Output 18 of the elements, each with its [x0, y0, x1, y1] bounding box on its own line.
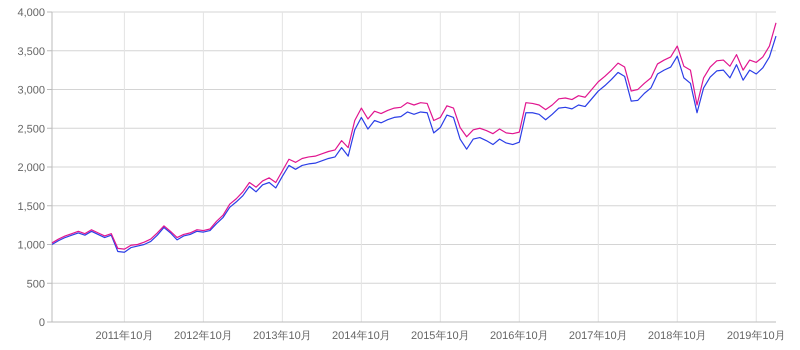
x-tick-label: 2011年10月 — [95, 330, 154, 342]
y-tick-label: 0 — [38, 317, 45, 329]
y-tick-label: 3,000 — [17, 84, 45, 96]
y-tick-label: 3,500 — [17, 46, 45, 58]
x-tick-label: 2018年10月 — [648, 330, 707, 342]
x-tick-label: 2016年10月 — [490, 330, 549, 342]
y-tick-label: 500 — [26, 278, 45, 290]
y-tick-label: 4,000 — [17, 7, 45, 19]
y-tick-label: 1,000 — [17, 240, 45, 252]
y-tick-label: 2,000 — [17, 162, 45, 174]
y-tick-label: 1,500 — [17, 200, 45, 213]
x-tick-label: 2012年10月 — [174, 330, 233, 342]
x-tick-label: 2015年10月 — [410, 330, 470, 342]
x-tick-label: 2017年10月 — [568, 330, 628, 342]
x-tick-label: 2014年10月 — [332, 330, 391, 342]
x-tick-label: 2013年10月 — [253, 330, 312, 342]
x-tick-label: 2019年10月 — [726, 330, 786, 342]
y-tick-label: 2,500 — [17, 123, 45, 136]
